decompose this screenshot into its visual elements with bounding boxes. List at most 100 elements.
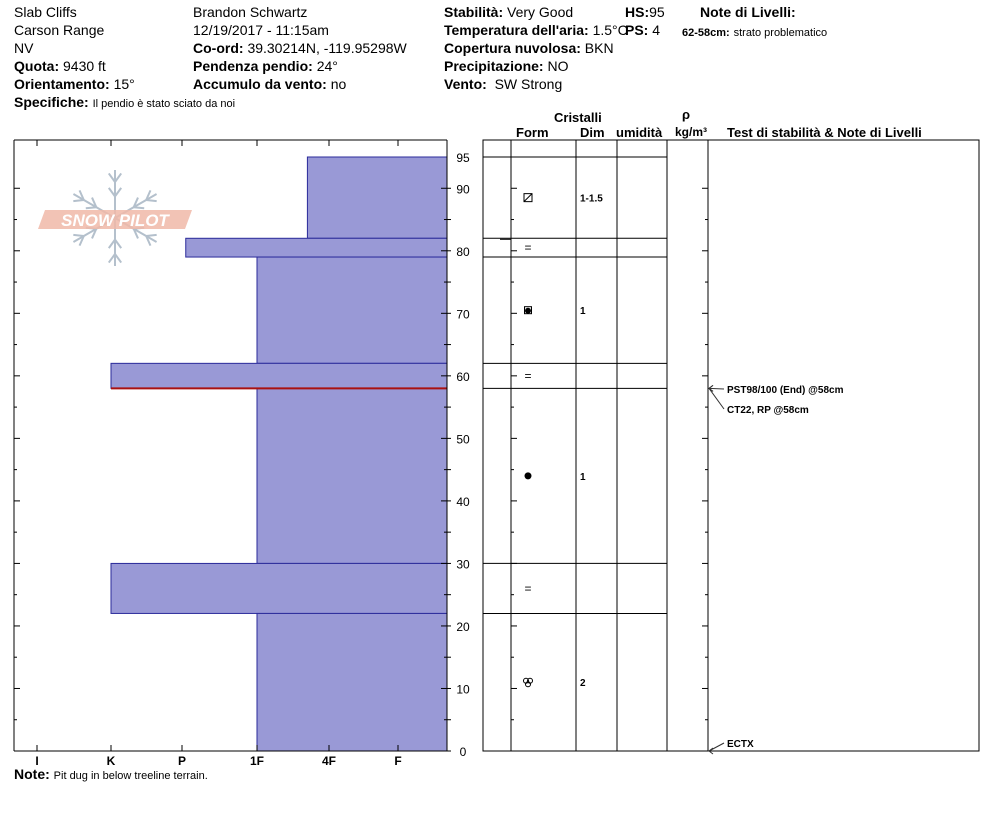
- crystals-header: Cristalli: [554, 110, 602, 125]
- depth-tick-label: 95: [456, 151, 470, 165]
- layer-note-text: strato problematico: [733, 27, 828, 39]
- snowflake-branch: [107, 187, 116, 197]
- depth-tick-label: 70: [456, 307, 470, 321]
- stability-label: Stabilità:: [444, 4, 504, 20]
- stability-tests: PST98/100 (End) @58cm CT22, RP @58cm ECTX: [708, 384, 844, 755]
- hardness-axis: I K P 1F 4F F: [35, 140, 402, 768]
- density-unit: kg/m³: [675, 125, 708, 139]
- air-temperature: Temperatura dell'aria: 1.5°C: [444, 22, 628, 38]
- grain-form-icon: =: [524, 581, 531, 595]
- cloud-value: BKN: [584, 40, 614, 56]
- grain-size-label: 1: [580, 472, 586, 483]
- wind: Vento: SW Strong: [444, 76, 562, 92]
- form-header: Form: [516, 125, 549, 140]
- rounding-facet-dot: [525, 307, 531, 314]
- snowflake-branch: [132, 228, 139, 239]
- grain-form-symbol: =: [524, 581, 531, 595]
- datetime: 12/19/2017 - 11:15am: [193, 22, 329, 38]
- wind-value: SW Strong: [494, 76, 563, 92]
- air-temp-label: Temperatura dell'aria:: [444, 22, 589, 38]
- snowflake-branch: [146, 199, 157, 203]
- specifics: Specifiche: Il pendio è stato sciato da …: [14, 94, 235, 112]
- snowflake-branch: [78, 235, 85, 247]
- depth-tick-label: 0: [460, 745, 467, 759]
- depth-tick-label: 90: [456, 182, 470, 196]
- stability-test-label: ECTX: [727, 739, 754, 750]
- depth-tick-label: 60: [456, 370, 470, 384]
- stability-value: Very Good: [507, 4, 574, 20]
- state: NV: [14, 40, 34, 56]
- slope-label: Pendenza pendio:: [193, 58, 313, 74]
- snowpilot-logo: SNOW PILOT: [38, 170, 192, 266]
- snowflake-branch: [114, 239, 123, 249]
- melt-circle: [525, 681, 531, 688]
- snowflake-branch: [146, 233, 157, 237]
- rounded-grain-dot: [524, 472, 532, 480]
- snowflake-branch: [73, 233, 84, 237]
- snowflake-branch: [85, 206, 97, 210]
- grain-size-label: 1-1.5: [580, 194, 603, 205]
- hardness-tick-label: F: [394, 754, 401, 768]
- snowflake-branch: [73, 199, 84, 203]
- specifics-label: Specifiche:: [14, 94, 89, 110]
- logo-text: SNOW PILOT: [61, 211, 170, 230]
- stability-test-label: PST98/100 (End) @58cm: [727, 385, 844, 396]
- depth-tick-label: 80: [456, 245, 470, 259]
- chart-frame: [13, 139, 448, 752]
- note-label: Note:: [14, 766, 50, 782]
- air-temp-value: 1.5°C: [592, 22, 628, 38]
- precipitation: Precipitazione: NO: [444, 58, 568, 74]
- moisture-header: umidità: [616, 125, 663, 140]
- hardness-layer-bar: [110, 362, 448, 389]
- hs-label: HS:: [625, 4, 650, 20]
- snowflake-branch: [145, 189, 152, 201]
- hardness-layer-bar: [185, 237, 448, 258]
- elevation-label: Quota:: [14, 58, 60, 74]
- ps-value: 4: [652, 22, 661, 38]
- hardness-tick-label: K: [107, 754, 116, 768]
- grain-size-label: 1: [580, 306, 586, 317]
- note-value: Pit dug in below treeline terrain.: [53, 770, 208, 782]
- hardness-layer-bar: [256, 256, 448, 364]
- mountain-range: Carson Range: [14, 22, 105, 38]
- depth-axis: 0 10 20 30 40 50 60 70 80 90 95: [14, 151, 470, 759]
- layer-note-range: 62-58cm:: [682, 27, 730, 39]
- hardness-tick-label: 4F: [322, 754, 336, 768]
- aspect-value: 15°: [113, 76, 135, 92]
- grain-size-label: 2: [580, 678, 586, 689]
- faceted-diagonal: [523, 193, 533, 202]
- layer-notes-title: Note di Livelli:: [700, 4, 796, 20]
- footer-note: Note: Pit dug in below treeline terrain.: [14, 766, 208, 784]
- slope-value: 24°: [316, 58, 338, 74]
- snowflake-branch: [107, 239, 116, 249]
- test-arrow-icon: [708, 384, 714, 392]
- grain-form-icon: [523, 677, 533, 688]
- density-symbol: ρ: [682, 107, 691, 122]
- test-leader-line: [708, 388, 725, 410]
- depth-tick-label: 20: [456, 620, 470, 634]
- dim-header: Dim: [580, 125, 605, 140]
- hs-value: 95: [649, 4, 665, 20]
- grain-form-icon: [524, 306, 532, 315]
- snowflake-branch: [114, 172, 123, 183]
- hardness-layer-bar: [110, 562, 448, 614]
- hardness-layer-bar: [306, 156, 448, 239]
- depth-tick-label: 40: [456, 495, 470, 509]
- precip-label: Precipitazione:: [444, 58, 544, 74]
- hardness-layer-bar: [256, 387, 448, 564]
- hardness-layers: [110, 156, 448, 752]
- snowflake-branch: [78, 189, 85, 201]
- coord-value: 39.30214N, -119.95298W: [247, 40, 407, 56]
- cloud-cover: Copertura nuvolosa: BKN: [444, 40, 614, 56]
- wind-loading: Accumulo da vento: no: [193, 76, 346, 92]
- wind-loading-value: no: [330, 76, 347, 92]
- hardness-layer-bar: [256, 612, 448, 752]
- faceted-square-icon: [523, 193, 533, 203]
- stability-test-label: CT22, RP @58cm: [727, 405, 809, 416]
- location-name: Slab Cliffs: [14, 4, 77, 20]
- aspect: Orientamento: 15°: [14, 76, 135, 92]
- snowflake-branch: [133, 206, 145, 210]
- wind-label: Vento:: [444, 76, 487, 92]
- grain-form-icon: =: [524, 241, 531, 255]
